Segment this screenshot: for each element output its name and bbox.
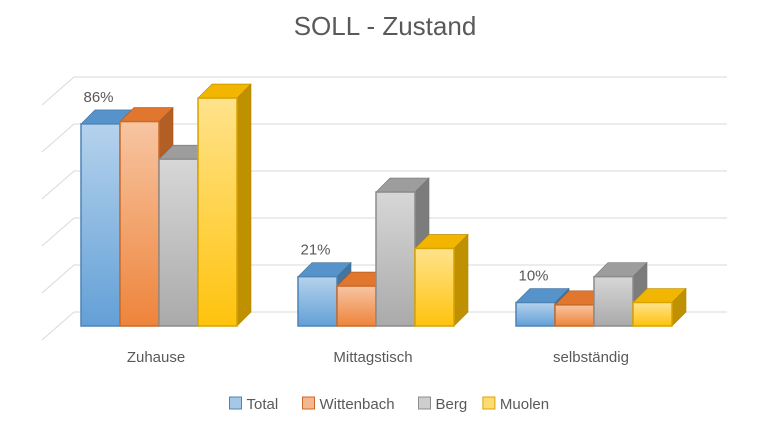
bar-front (336, 285, 377, 327)
bar-side (236, 83, 252, 327)
bar-front (593, 275, 634, 327)
gridline-side (41, 170, 75, 200)
bar-front (554, 304, 595, 327)
category-label: Zuhause (127, 349, 185, 366)
data-label: 86% (83, 89, 113, 106)
legend-item-wittenbach: Wittenbach (302, 396, 395, 413)
bars (80, 83, 687, 327)
bar-muolen-0 (197, 83, 252, 327)
bar-front (515, 301, 556, 327)
gridline-side (41, 311, 75, 341)
bar-front (632, 301, 673, 327)
data-labels: 86% 21% 10% (83, 89, 548, 285)
gridline-side (41, 217, 75, 247)
gridline-side (41, 264, 75, 294)
bar-front (80, 123, 121, 327)
gridline-side (41, 123, 75, 153)
data-label: 10% (518, 268, 548, 285)
gridline-side (41, 76, 75, 106)
bar-front (297, 275, 338, 327)
legend-label: Wittenbach (320, 396, 395, 413)
bar-muolen-2 (632, 287, 687, 327)
bar-front (197, 97, 238, 327)
legend: Total Wittenbach Berg Muolen (229, 396, 549, 413)
legend-swatch (302, 396, 315, 410)
bar-front (414, 247, 455, 327)
bar-front (119, 120, 160, 327)
legend-label: Muolen (500, 396, 549, 413)
legend-item-berg: Berg (418, 396, 468, 413)
legend-item-muolen: Muolen (482, 396, 549, 413)
legend-swatch (229, 396, 242, 410)
legend-swatch (482, 396, 496, 410)
legend-item-total: Total (229, 396, 279, 413)
bar-front (375, 191, 416, 327)
legend-label: Berg (436, 396, 468, 413)
category-label: Mittagstisch (333, 349, 412, 366)
bar-front (158, 158, 199, 327)
legend-label: Total (247, 396, 279, 413)
category-label: selbständig (553, 349, 629, 366)
legend-swatch (418, 396, 431, 410)
chart-title: SOLL - Zustand (294, 11, 477, 41)
bar-side (453, 233, 469, 327)
category-labels: Zuhause Mittagstisch selbständig (127, 349, 629, 366)
data-label: 21% (300, 242, 330, 259)
bar-muolen-1 (414, 233, 469, 327)
